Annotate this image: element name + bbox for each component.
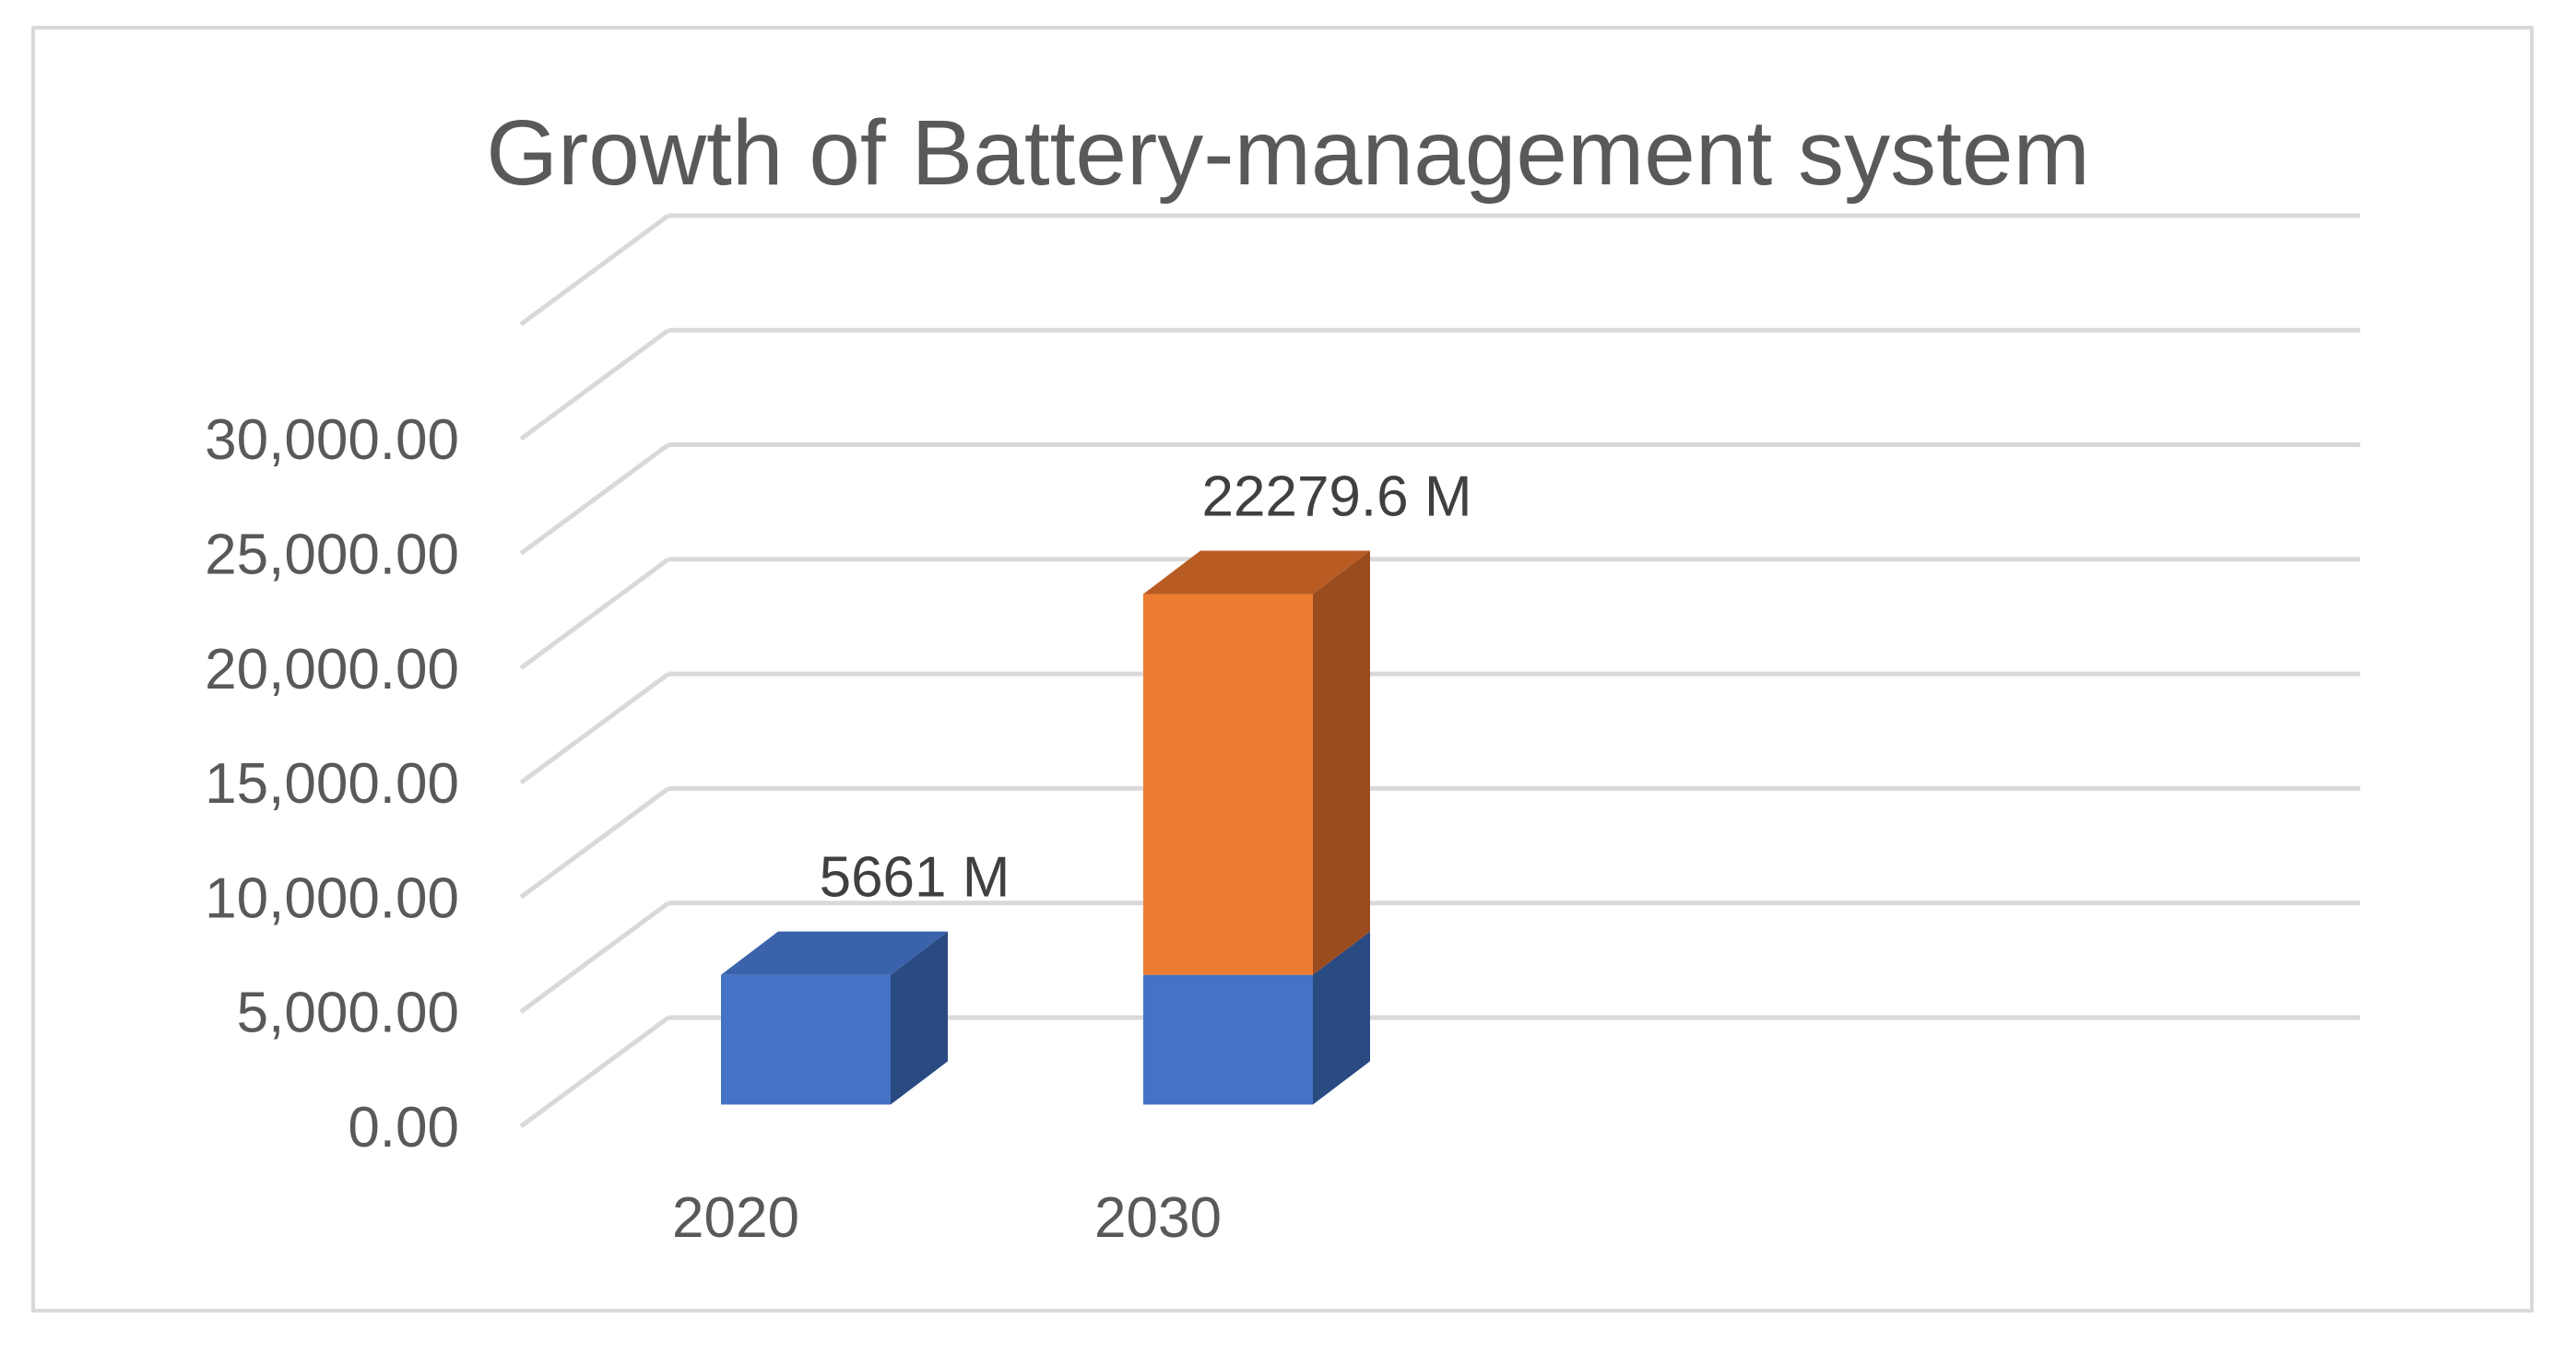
- bar-2030-top: [1143, 550, 1370, 595]
- y-axis-ticks: 0.00 5,000.00 10,000.00 15,000.00 20,000.00 2…: [205, 408, 459, 1160]
- data-label: 5661 M: [820, 846, 1010, 910]
- gridline-depth: [519, 672, 670, 785]
- y-tick-label: 0.00: [348, 1096, 459, 1160]
- x-tick-label: 2020: [672, 1186, 799, 1250]
- bar-2030-base-side: [1313, 931, 1370, 1105]
- gridline-depth: [519, 1015, 670, 1129]
- gridline-depth: [519, 901, 670, 1014]
- gridlines: [519, 213, 2360, 1129]
- x-tick-label: 2030: [1094, 1186, 1222, 1250]
- chart-title: Growth of Battery-management system: [486, 101, 2090, 205]
- data-label: 22279.6 M: [1202, 465, 1472, 529]
- y-tick-label: 20,000.00: [205, 638, 459, 701]
- y-tick-label: 25,000.00: [205, 524, 459, 587]
- y-tick-label: 30,000.00: [205, 408, 459, 472]
- y-tick-label: 10,000.00: [205, 866, 459, 930]
- bars: [721, 550, 1370, 1105]
- y-tick-label: 5,000.00: [237, 982, 459, 1045]
- gridline-depth: [519, 328, 670, 442]
- bar-2020-base-side: [891, 931, 948, 1105]
- data-labels: 5661 M 22279.6 M: [820, 465, 1472, 910]
- gridline-depth: [519, 442, 670, 556]
- bar-2030-base-front: [1143, 974, 1313, 1105]
- bar-2030-increase-front: [1143, 594, 1313, 975]
- bar-2020-base-front: [721, 974, 891, 1105]
- gridline-depth: [519, 213, 670, 326]
- y-tick-label: 15,000.00: [205, 752, 459, 816]
- gridline-depth: [519, 786, 670, 900]
- x-axis-ticks: 2020 2030: [672, 1186, 1222, 1250]
- gridline-depth: [519, 557, 670, 670]
- bar-2020-top: [721, 931, 948, 975]
- bar-2030-increase-side: [1313, 550, 1370, 975]
